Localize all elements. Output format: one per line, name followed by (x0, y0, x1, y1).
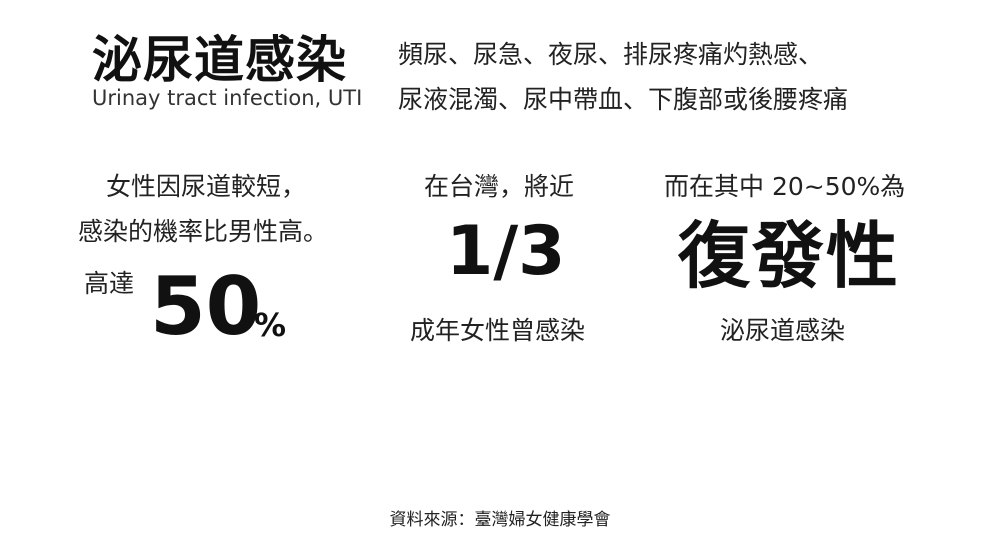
recurrent-stat-bottom: 泌尿道感染 (720, 316, 846, 345)
taiwan-stat-bottom: 成年女性曾感染 (410, 316, 586, 345)
symptoms-line-1: 頻尿、尿急、夜尿、排尿疼痛灼熱感、 (398, 40, 824, 69)
symptoms-line-2: 尿液混濁、尿中帶血、下腹部或後腰疼痛 (398, 85, 849, 114)
female-stat-line-1: 女性因尿道較短， (106, 172, 307, 201)
taiwan-stat-value: 1/3 (446, 212, 566, 291)
page-subtitle: Urinay tract infection, UTI (92, 86, 363, 110)
taiwan-stat-top: 在台灣，將近 (424, 172, 575, 201)
female-stat-line-2: 感染的機率比男性高。 (78, 217, 329, 246)
recurrent-stat-top: 而在其中 20~50%為 (664, 172, 906, 201)
source-credit: 資料來源：臺灣婦女健康學會 (389, 510, 611, 530)
symptoms-list: 頻尿、尿急、夜尿、排尿疼痛灼熱感、 尿液混濁、尿中帶血、下腹部或後腰疼痛 (398, 32, 848, 122)
female-stat-value: 50 (150, 260, 262, 353)
recurrent-stat-value: 復發性 (678, 214, 901, 298)
female-stat-unit: % (254, 306, 287, 344)
female-stat-prefix: 高達 (84, 269, 135, 298)
page-title: 泌尿道感染 (92, 31, 347, 89)
